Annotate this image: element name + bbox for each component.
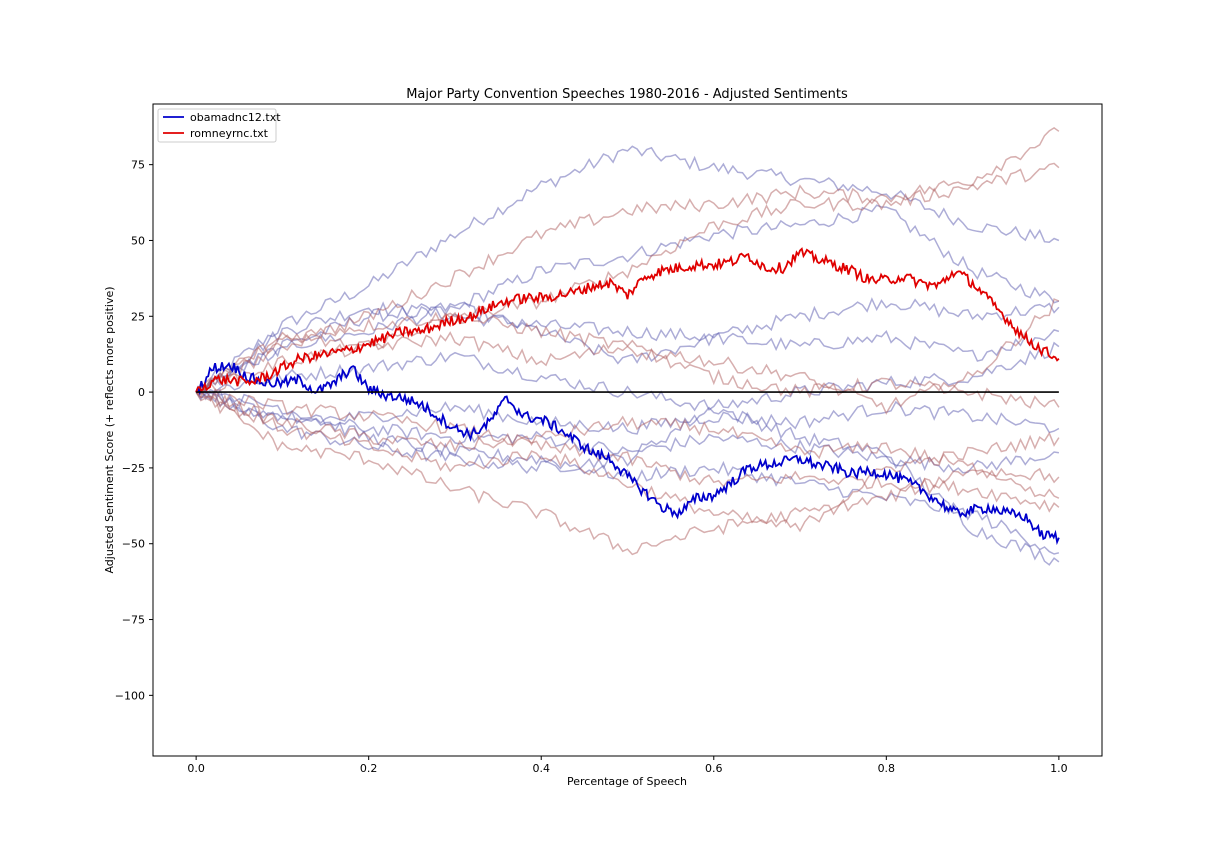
y-tick-label: −50 [122,538,145,551]
series-line-romneyrnc-txt [195,247,1060,393]
legend-entry-label: obamadnc12.txt [190,111,281,124]
background-series-line-14 [195,391,1060,484]
axes-frame [152,103,1103,757]
background-series-line-5 [195,341,1060,412]
x-tick-label: 0.6 [705,762,723,775]
y-tick-label: 25 [131,310,145,323]
x-tick-label: 0.4 [532,762,550,775]
series-line-obamadnc12-txt [195,361,1060,546]
background-series-line-3 [195,297,1060,395]
y-tick-label: 0 [138,386,145,399]
background-series-line-13 [195,331,1060,409]
background-series-line-1 [195,145,1060,393]
legend-box [157,108,277,143]
x-axis-label: Percentage of Speech [567,775,687,788]
background-series-line-11 [195,162,1060,395]
y-tick-label: −100 [115,689,145,702]
x-tick-label: 0.8 [878,762,896,775]
y-tick-label: −75 [122,614,145,627]
series-layer [195,127,1060,566]
background-series-line-8 [195,388,1060,555]
chart-title: Major Party Convention Speeches 1980-201… [406,87,848,102]
y-axis-label: Adjusted Sentiment Score (+ reflects mor… [103,286,116,573]
legend: obamadnc12.txt romneyrnc.txt [157,108,281,143]
legend-entry-label: romneyrnc.txt [190,127,269,140]
y-tick-label: 50 [131,234,145,247]
background-series-line-17 [195,391,1060,533]
background-series-line-10 [195,127,1060,396]
y-tick-label: −25 [122,462,145,475]
axes-layer: 0.0 0.2 0.4 0.6 0.8 1.0 75 50 25 0 −25 −50 −75 −100 [115,103,1103,775]
y-tick-label: 75 [131,159,145,172]
x-tick-label: 1.0 [1050,762,1068,775]
background-series-line-16 [195,385,1060,513]
x-tick-label: 0.0 [187,762,205,775]
background-series-line-15 [196,391,1060,556]
x-tick-label: 0.2 [360,762,378,775]
